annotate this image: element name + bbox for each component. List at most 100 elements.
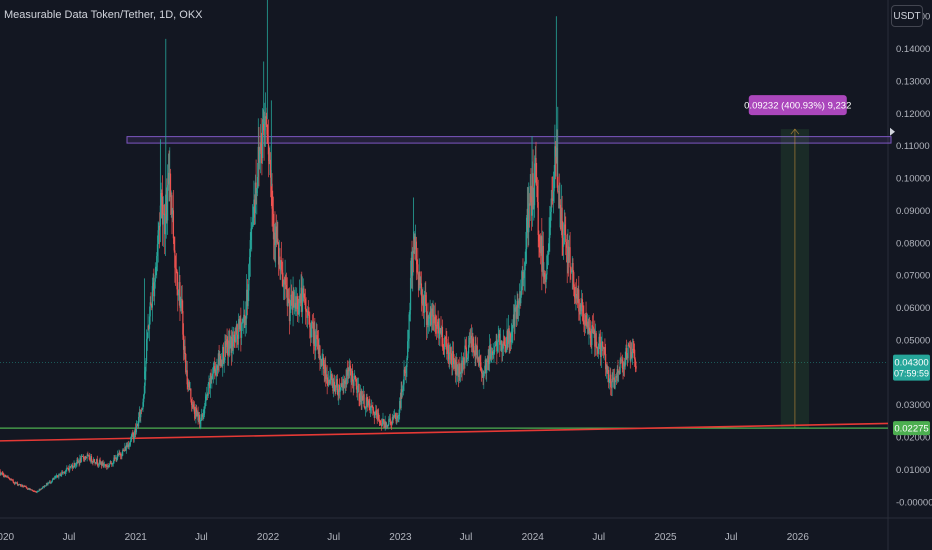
candle-body	[634, 359, 636, 367]
candle-body	[45, 483, 48, 486]
time-axis-tick-label: Jul	[592, 532, 605, 543]
candle-body	[486, 360, 488, 373]
candle-body	[603, 347, 605, 350]
candle-body	[383, 419, 385, 422]
candle-body	[201, 414, 204, 417]
candle-body	[582, 307, 584, 321]
candle-body	[133, 434, 135, 439]
candle-body	[343, 380, 345, 388]
candle-body	[161, 192, 163, 197]
candle-body	[578, 289, 580, 312]
chart-title: Measurable Data Token/Tether, 1D, OKX	[4, 9, 203, 21]
candle-body	[287, 298, 289, 306]
candle-body	[602, 347, 605, 350]
candle-body	[118, 452, 120, 455]
candle-body	[140, 409, 142, 418]
candle-body	[94, 462, 96, 464]
candle-body	[292, 291, 294, 310]
candle-body	[295, 302, 297, 309]
candle-body	[318, 345, 320, 355]
candle-body	[66, 467, 68, 471]
candle-body	[202, 414, 204, 417]
candle-body	[510, 333, 512, 343]
candle-body	[395, 418, 397, 422]
currency-selector-button[interactable]: USDT	[891, 5, 923, 27]
candle-body	[578, 311, 581, 315]
candle-body	[9, 478, 11, 481]
candle-body	[520, 295, 522, 304]
candle-body	[407, 338, 409, 342]
support-price-badge	[893, 421, 930, 436]
candle-body	[69, 466, 71, 471]
candle-body	[394, 414, 396, 417]
candle-body	[388, 419, 390, 425]
candle-body	[633, 349, 635, 351]
candle-body	[188, 382, 190, 387]
candle-body	[452, 351, 454, 361]
candle-body	[23, 485, 25, 487]
candle-body	[43, 485, 45, 488]
candle-body	[42, 486, 44, 488]
candle-body	[32, 490, 34, 491]
candle-body	[465, 347, 467, 363]
candle-body	[576, 294, 578, 296]
candle-body	[232, 338, 234, 347]
candle-body	[122, 450, 124, 451]
price-axis-tick-label: 0.03000	[896, 400, 930, 411]
candle-body	[30, 489, 32, 491]
candle-body	[19, 484, 22, 486]
candle-body	[45, 485, 47, 487]
candle-body	[32, 490, 35, 492]
candle-body	[233, 334, 235, 337]
candle-body	[315, 335, 317, 340]
candle-body	[481, 372, 483, 374]
candle-body	[213, 366, 215, 372]
candle-body	[406, 358, 408, 368]
candle-body	[489, 345, 491, 364]
candle-body	[275, 226, 277, 243]
candle-body	[179, 282, 181, 308]
candle-body	[576, 295, 578, 303]
candle-body	[246, 289, 248, 319]
candle-body	[490, 353, 492, 359]
candle-body	[469, 338, 471, 340]
candle-body	[196, 411, 198, 413]
candle-body	[61, 472, 63, 475]
candle-body	[428, 317, 431, 319]
candle-body	[430, 308, 433, 325]
candle-body	[67, 468, 69, 469]
candle-body	[531, 202, 533, 216]
candle-body	[319, 345, 321, 360]
candle-body	[471, 338, 473, 348]
candle-body	[391, 423, 393, 425]
candle-body	[431, 308, 433, 317]
candle-body	[31, 489, 33, 491]
candle-body	[296, 296, 299, 310]
candle-body	[259, 150, 261, 163]
candle-body	[521, 271, 523, 287]
candle-body	[520, 286, 523, 296]
candle-body	[255, 182, 257, 194]
candle-body	[177, 294, 180, 296]
candle-body	[420, 283, 423, 296]
price-axis-tick-label: 0.13000	[896, 76, 930, 87]
candle-body	[362, 394, 365, 400]
candle-body	[428, 318, 430, 325]
candle-body	[560, 204, 562, 230]
candle-body	[21, 484, 23, 486]
candle-body	[226, 339, 228, 345]
candle-body	[628, 344, 630, 347]
candle-body	[387, 424, 389, 426]
candle-body	[443, 348, 445, 350]
candle-body	[157, 230, 159, 245]
candle-body	[58, 473, 61, 475]
candle-body	[248, 257, 251, 265]
candle-body	[567, 246, 569, 264]
candle-body	[190, 399, 193, 405]
candle-body	[415, 241, 417, 250]
candle-body	[33, 491, 35, 492]
candle-body	[527, 208, 529, 233]
candle-body	[502, 341, 504, 349]
candle-body	[533, 205, 535, 209]
